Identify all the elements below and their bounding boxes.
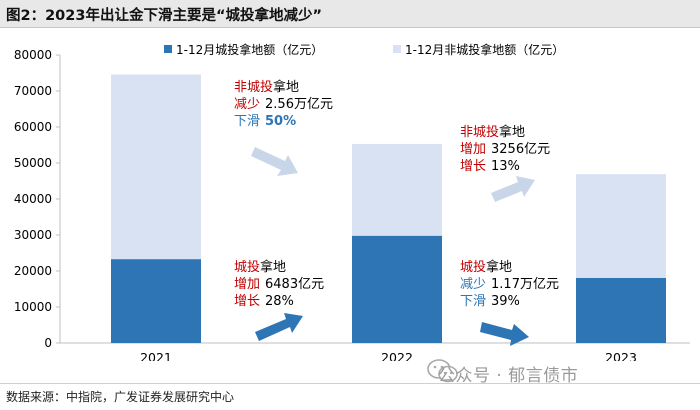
ann-text: 增加 — [234, 277, 260, 292]
svg-text:非城投拿地: 非城投拿地 — [460, 124, 525, 140]
x-tick-label-2022: 2022 — [381, 350, 413, 361]
ann-text: 城投 — [234, 259, 260, 275]
ann-text: 拿地 — [273, 79, 299, 95]
svg-text:城投拿地: 城投拿地 — [460, 259, 512, 275]
arrow-2022-non-city-invest — [251, 147, 298, 176]
figure-title: 图2：2023年出让金下滑主要是“城投拿地减少” — [6, 8, 323, 24]
ann-text: 1.17万亿元 — [491, 277, 559, 292]
bar-2021-city-invest — [111, 259, 201, 343]
y-tick-label: 70000 — [14, 84, 52, 98]
bar-2023-non-city-invest — [576, 174, 666, 278]
title-bar: 图2：2023年出让金下滑主要是“城投拿地减少” — [0, 0, 700, 28]
bar-2021-non-city-invest — [111, 74, 201, 260]
ann-text: 增加 — [460, 142, 486, 157]
y-tick-label: 50000 — [14, 156, 52, 170]
ann-text: 2.56万亿元 — [265, 97, 333, 112]
bar-2023-city-invest — [576, 277, 666, 343]
legend-swatch-non-city-invest — [393, 45, 401, 53]
ann-text: 拿地 — [260, 259, 286, 275]
legend: 1-12月城投拿地额（亿元） 1-12月非城投拿地额（亿元） — [164, 42, 564, 57]
x-tick-label-2021: 2021 — [140, 350, 172, 361]
annotation-2022-non-city-invest: 非城投拿地 减少 2.56万亿元 下滑 50% — [234, 79, 333, 129]
stacked-bar-chart: 1-12月城投拿地额（亿元） 1-12月非城投拿地额（亿元） 0 10000 200… — [14, 42, 690, 361]
arrow-2023-non-city-invest — [491, 176, 535, 202]
annotation-2022-city-invest: 城投拿地 增加 6483亿元 增长 28% — [234, 259, 324, 309]
y-tick-label: 20000 — [14, 264, 52, 278]
ann-text: 下滑 — [460, 294, 486, 309]
annotation-2023-city-invest: 城投拿地 减少 1.17万亿元 下滑 39% — [460, 259, 559, 309]
y-tick-label: 80000 — [14, 48, 52, 62]
bar-2022-non-city-invest — [352, 143, 442, 236]
ann-text: 非城投 — [460, 124, 499, 140]
legend-label-city-invest: 1-12月城投拿地额（亿元） — [176, 42, 323, 57]
ann-text: 减少 — [460, 277, 486, 292]
y-tick-label: 40000 — [14, 192, 52, 206]
arrow-2022-city-invest — [255, 313, 303, 341]
svg-text:城投拿地: 城投拿地 — [234, 259, 286, 275]
x-axis-labels: 2021 2022 2023 — [140, 350, 637, 361]
ann-text: 39% — [491, 294, 520, 309]
source-bar: 数据来源：中指院，广发证券发展研究中心 — [0, 383, 700, 410]
arrow-2023-city-invest — [480, 322, 529, 346]
legend-swatch-city-invest — [164, 45, 172, 53]
ann-text: 增长 — [234, 294, 260, 309]
svg-text:减少2.56万亿元: 减少 2.56万亿元 — [234, 97, 333, 112]
ann-text: 6483亿元 — [265, 277, 324, 292]
legend-label-non-city-invest: 1-12月非城投拿地额（亿元） — [405, 42, 564, 57]
ann-text: 下滑 — [234, 114, 260, 129]
bars — [111, 74, 666, 343]
ann-text: 13% — [491, 159, 520, 174]
y-tick-label: 30000 — [14, 228, 52, 242]
y-tick-label: 10000 — [14, 300, 52, 314]
arrows — [251, 147, 535, 346]
y-axis: 0 10000 20000 30000 40000 50000 60000 70000 8000… — [14, 48, 690, 350]
source-note: 数据来源：中指院，广发证券发展研究中心 — [6, 390, 235, 404]
ann-text: 拿地 — [499, 124, 525, 140]
wechat-icon — [427, 359, 458, 383]
ann-text: 拿地 — [486, 259, 512, 275]
watermark: 公众号 · 郁言债市 — [438, 366, 579, 386]
ann-text: 28% — [265, 294, 294, 309]
ann-text: 3256亿元 — [491, 142, 550, 157]
ann-text: 减少 — [234, 97, 260, 112]
y-tick-label: 0 — [44, 336, 52, 350]
ann-text: 城投 — [460, 259, 486, 275]
svg-text:非城投拿地: 非城投拿地 — [234, 79, 299, 95]
annotation-2023-non-city-invest: 非城投拿地 增加 3256亿元 增长 13% — [460, 124, 550, 174]
ann-text: 非城投 — [234, 79, 273, 95]
ann-text: 增长 — [460, 159, 486, 174]
y-tick-label: 60000 — [14, 120, 52, 134]
bar-2022-city-invest — [352, 235, 442, 343]
x-tick-label-2023: 2023 — [605, 350, 637, 361]
ann-value: 50% — [265, 114, 296, 129]
svg-text:减少1.17万亿元: 减少 1.17万亿元 — [460, 277, 559, 292]
